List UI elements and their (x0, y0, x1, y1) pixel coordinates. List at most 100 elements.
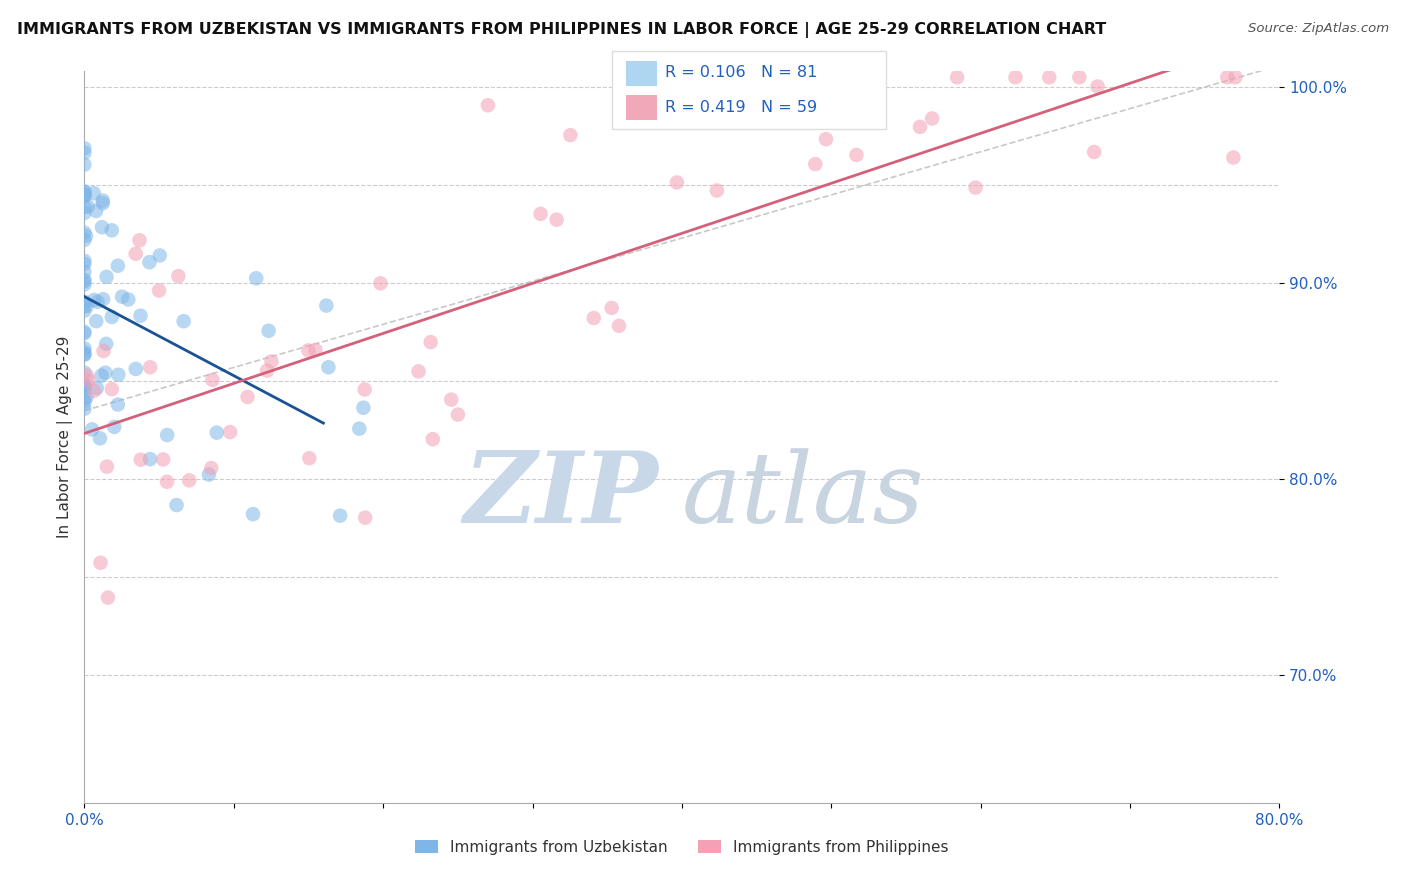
Point (1225, 70, 1247, 85)
Point (100, 223, 122, 237)
Point (447, 408, 470, 422)
Point (1216, 70, 1239, 85)
Point (73, 141, 96, 155)
Point (245, 271, 267, 285)
Point (129, 452, 152, 467)
Point (73, 303, 96, 318)
Text: R = 0.106   N = 81: R = 0.106 N = 81 (665, 65, 817, 80)
Point (73, 294, 96, 309)
Point (73, 366, 96, 380)
Point (76, 200, 98, 214)
Point (304, 343, 326, 357)
Point (256, 363, 278, 377)
Point (91, 196, 114, 211)
Point (125, 362, 148, 376)
Point (73, 273, 96, 287)
Point (946, 70, 969, 85)
Point (83, 186, 105, 201)
Point (173, 314, 195, 328)
Point (91, 220, 114, 235)
Point (156, 475, 179, 489)
Point (89, 431, 111, 445)
Point (73, 187, 96, 202)
Text: R = 0.419   N = 59: R = 0.419 N = 59 (665, 100, 817, 115)
Point (477, 98, 499, 112)
Point (706, 184, 728, 198)
Point (1004, 70, 1026, 85)
Point (138, 255, 160, 269)
Point (315, 299, 337, 313)
Point (201, 373, 224, 387)
Point (73, 383, 96, 397)
Point (1083, 145, 1105, 159)
Point (111, 290, 134, 304)
Point (1038, 70, 1060, 85)
Point (75, 228, 97, 243)
Point (73, 395, 96, 409)
Point (73, 378, 96, 392)
Point (96, 336, 118, 351)
Point (152, 452, 174, 467)
Point (419, 335, 441, 350)
Point (242, 507, 264, 521)
Point (73, 253, 96, 268)
Point (76, 390, 98, 404)
Point (101, 310, 124, 324)
Point (297, 343, 319, 358)
Point (90, 368, 112, 383)
Point (96, 269, 118, 284)
Point (908, 120, 931, 134)
Point (73, 185, 96, 199)
Legend: Immigrants from Uzbekistan, Immigrants from Philippines: Immigrants from Uzbekistan, Immigrants f… (409, 834, 955, 861)
Point (129, 309, 152, 323)
Point (1222, 151, 1244, 165)
Point (318, 360, 340, 375)
Point (73, 391, 96, 405)
Point (73, 379, 96, 393)
Point (73, 401, 96, 416)
Point (921, 112, 943, 126)
Point (73, 277, 96, 292)
Point (352, 401, 374, 415)
Text: atlas: atlas (682, 448, 925, 543)
Point (73, 200, 96, 214)
Point (73, 190, 96, 204)
Point (149, 248, 172, 262)
Point (73, 226, 96, 240)
Point (166, 498, 188, 512)
Y-axis label: In Labor Force | Age 25-29: In Labor Force | Age 25-29 (58, 336, 73, 538)
Point (257, 324, 280, 338)
Point (73, 188, 96, 202)
Point (83, 384, 105, 398)
Point (73, 325, 96, 339)
Point (94, 366, 117, 380)
Point (600, 301, 623, 315)
Point (354, 510, 377, 524)
Point (73, 299, 96, 313)
Point (103, 420, 125, 434)
Point (101, 382, 124, 396)
Point (260, 354, 283, 368)
Point (73, 265, 96, 279)
Point (560, 128, 582, 143)
Point (329, 508, 352, 523)
Point (370, 277, 392, 291)
Point (73, 347, 96, 361)
Point (84, 203, 107, 218)
Point (529, 207, 551, 221)
Point (73, 345, 96, 359)
Point (125, 246, 148, 260)
Point (76, 299, 98, 313)
Point (86, 294, 108, 309)
Point (73, 145, 96, 160)
Point (73, 274, 96, 288)
Point (73, 257, 96, 271)
Point (117, 293, 139, 307)
Point (665, 176, 688, 190)
Point (804, 157, 827, 171)
Point (236, 390, 259, 404)
Point (148, 284, 170, 298)
Point (91, 194, 114, 208)
Point (97, 591, 120, 605)
Point (77, 374, 100, 388)
